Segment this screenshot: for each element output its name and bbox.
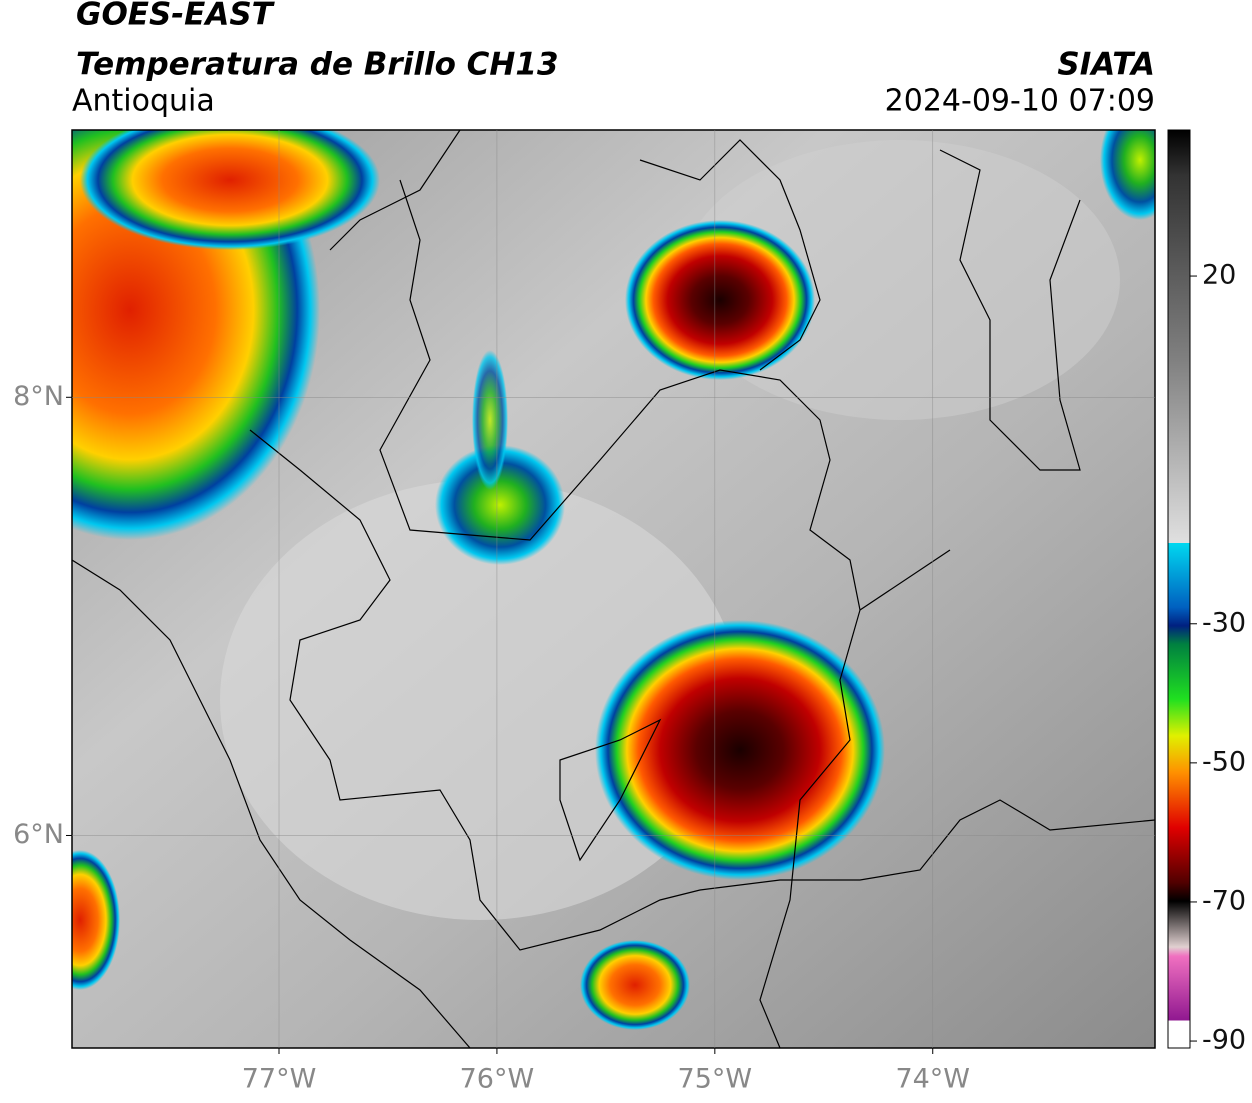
colorbar-tick-label: -30	[1202, 607, 1246, 638]
source: SIATA	[1057, 47, 1155, 83]
colorbar-tick-label: -50	[1202, 746, 1246, 777]
map-frame	[71, 129, 1156, 1049]
subtitle: Temperatura de Brillo CH13	[76, 47, 559, 83]
datetime: 2024-09-10 07:09	[885, 84, 1155, 119]
colorbar	[1167, 129, 1191, 1049]
colorbar-tick-label: 20	[1202, 260, 1236, 291]
x-tick-label: 74°W	[895, 1064, 970, 1095]
y-tick-label: 8°N	[13, 381, 64, 412]
x-tick-label: 76°W	[460, 1064, 535, 1095]
colorbar-tick-label: -90	[1202, 1025, 1246, 1056]
region: Antioquia	[72, 84, 215, 119]
y-tick-label: 6°N	[13, 819, 64, 850]
colorbar-tick-label: -70	[1202, 885, 1246, 916]
x-tick-label: 77°W	[242, 1064, 317, 1095]
imagery	[72, 130, 1155, 1048]
title: GOES-EAST	[76, 0, 276, 33]
x-tick-label: 75°W	[678, 1064, 753, 1095]
